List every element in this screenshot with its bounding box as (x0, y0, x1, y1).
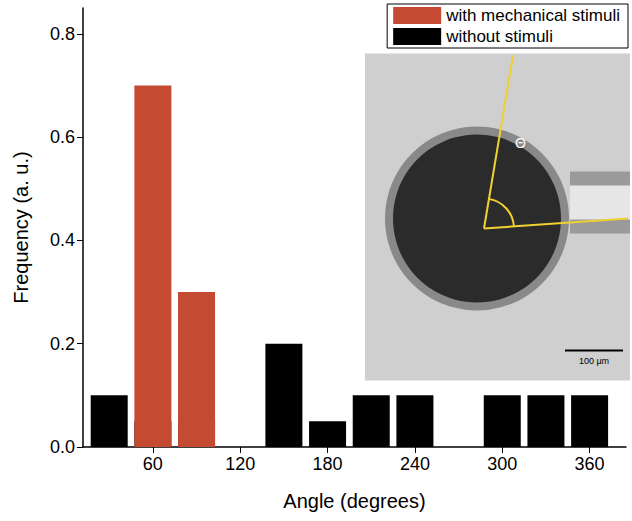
svg-text:0.2: 0.2 (50, 334, 75, 354)
svg-text:0.4: 0.4 (50, 230, 75, 250)
svg-text:with mechanical stimuli: with mechanical stimuli (445, 6, 620, 25)
svg-text:60: 60 (143, 454, 163, 474)
svg-text:Frequency (a. u.): Frequency (a. u.) (10, 151, 32, 303)
svg-text:Θ: Θ (515, 135, 526, 151)
svg-text:120: 120 (225, 454, 255, 474)
svg-text:360: 360 (575, 454, 605, 474)
svg-text:Angle (degrees): Angle (degrees) (283, 490, 425, 512)
svg-text:0.8: 0.8 (50, 24, 75, 44)
svg-text:0.0: 0.0 (50, 437, 75, 457)
svg-text:100 µm: 100 µm (579, 356, 609, 366)
svg-text:300: 300 (487, 454, 517, 474)
svg-text:0.6: 0.6 (50, 127, 75, 147)
svg-text:180: 180 (313, 454, 343, 474)
svg-text:240: 240 (400, 454, 430, 474)
svg-text:without stimuli: without stimuli (445, 27, 553, 46)
